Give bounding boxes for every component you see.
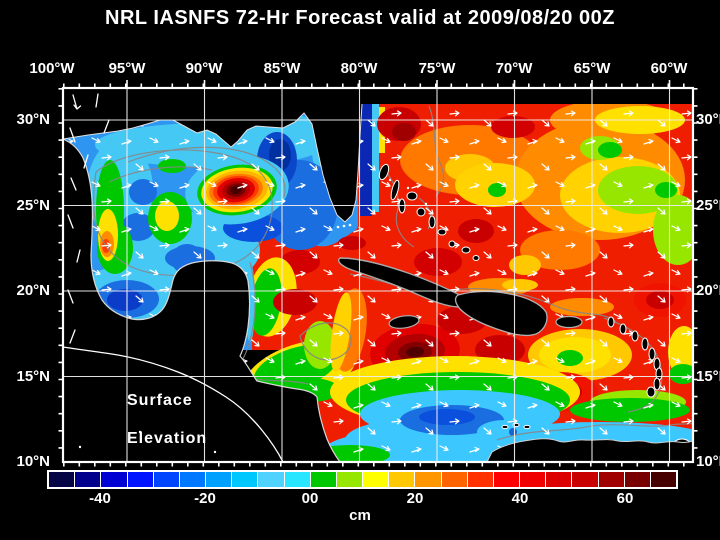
colorbar-cell xyxy=(389,472,415,487)
hispaniola-island xyxy=(454,290,548,337)
colorbar-cell xyxy=(284,472,310,487)
lat-left-15n: 15°N xyxy=(16,368,50,385)
south-america-land xyxy=(486,438,693,462)
colorbar-cells xyxy=(49,472,677,487)
colorbar-cell xyxy=(363,472,389,487)
colorbar-cell xyxy=(520,472,546,487)
jamaica-island xyxy=(388,315,420,329)
colorbar-cell xyxy=(441,472,467,487)
colorbar-cell xyxy=(101,472,127,487)
lat-right-25n: 25°N xyxy=(696,197,720,214)
lon-label-60w: 60°W xyxy=(650,60,688,77)
bahamas-islands xyxy=(378,163,480,261)
colorbar-cell xyxy=(153,472,179,487)
us-gulf-coast-florida-land xyxy=(63,88,363,223)
colorbar xyxy=(47,470,678,489)
lon-label-65w: 65°W xyxy=(573,60,611,77)
lon-label-90w: 90°W xyxy=(185,60,223,77)
florida-keys-islets xyxy=(336,178,428,229)
colorbar-cell xyxy=(415,472,441,487)
lon-label-75w: 75°W xyxy=(418,60,456,77)
pacific-coastline xyxy=(63,346,284,462)
colorbar-tick-00: 00 xyxy=(301,490,319,507)
colorbar-cell xyxy=(336,472,363,487)
figure-title: NRL IASNFS 72-Hr Forecast valid at 2009/… xyxy=(105,7,615,29)
lat-right-15n: 15°N xyxy=(696,368,720,385)
axis-ticks xyxy=(58,80,698,467)
lon-label-80w: 80°W xyxy=(340,60,378,77)
colorbar-cell xyxy=(75,472,101,487)
lon-label-95w: 95°W xyxy=(108,60,146,77)
colorbar-tick-40: 40 xyxy=(511,490,529,507)
colorbar-cell xyxy=(179,472,206,487)
colorbar-cell xyxy=(650,472,677,487)
colorbar-cell xyxy=(493,472,520,487)
overlay-label-elevation: Elevation xyxy=(127,430,208,447)
colorbar-cell xyxy=(310,472,336,487)
colorbar-cell xyxy=(49,472,75,487)
colorbar-tick-60: 60 xyxy=(616,490,634,507)
colorbar-tick-neg20: -20 xyxy=(194,490,216,507)
colorbar-cell xyxy=(232,472,258,487)
colorbar-cell xyxy=(127,472,153,487)
colorbar-cell xyxy=(467,472,493,487)
overlay-label-surface: Surface xyxy=(127,392,193,409)
lon-label-70w: 70°W xyxy=(495,60,533,77)
grid-lines xyxy=(63,88,693,462)
lat-right-10n: 10°N xyxy=(696,453,720,470)
land-speck-dots xyxy=(78,430,217,454)
lat-left-25n: 25°N xyxy=(16,197,50,214)
lat-left-20n: 20°N xyxy=(16,282,50,299)
lat-right-20n: 20°N xyxy=(696,282,720,299)
colorbar-cell xyxy=(206,472,232,487)
lat-left-30n: 30°N xyxy=(16,111,50,128)
colorbar-unit-label: cm xyxy=(349,507,371,524)
colorbar-cell xyxy=(624,472,650,487)
land-vector-marks xyxy=(67,93,110,344)
colorbar-tick-20: 20 xyxy=(406,490,424,507)
lat-right-30n: 30°N xyxy=(696,111,720,128)
colorbar-tick-neg40: -40 xyxy=(89,490,111,507)
puerto-rico-island xyxy=(555,315,583,329)
lon-label-100w: 100°W xyxy=(29,60,75,77)
lon-label-85w: 85°W xyxy=(263,60,301,77)
colorbar-cell xyxy=(258,472,284,487)
land-layer xyxy=(63,88,693,462)
no-data-band xyxy=(358,88,693,104)
lat-left-10n: 10°N xyxy=(16,453,50,470)
mexico-central-america-land xyxy=(63,138,341,462)
colorbar-cell xyxy=(572,472,598,487)
colorbar-cell xyxy=(546,472,572,487)
colorbar-cell xyxy=(598,472,624,487)
map-frame xyxy=(61,86,695,464)
